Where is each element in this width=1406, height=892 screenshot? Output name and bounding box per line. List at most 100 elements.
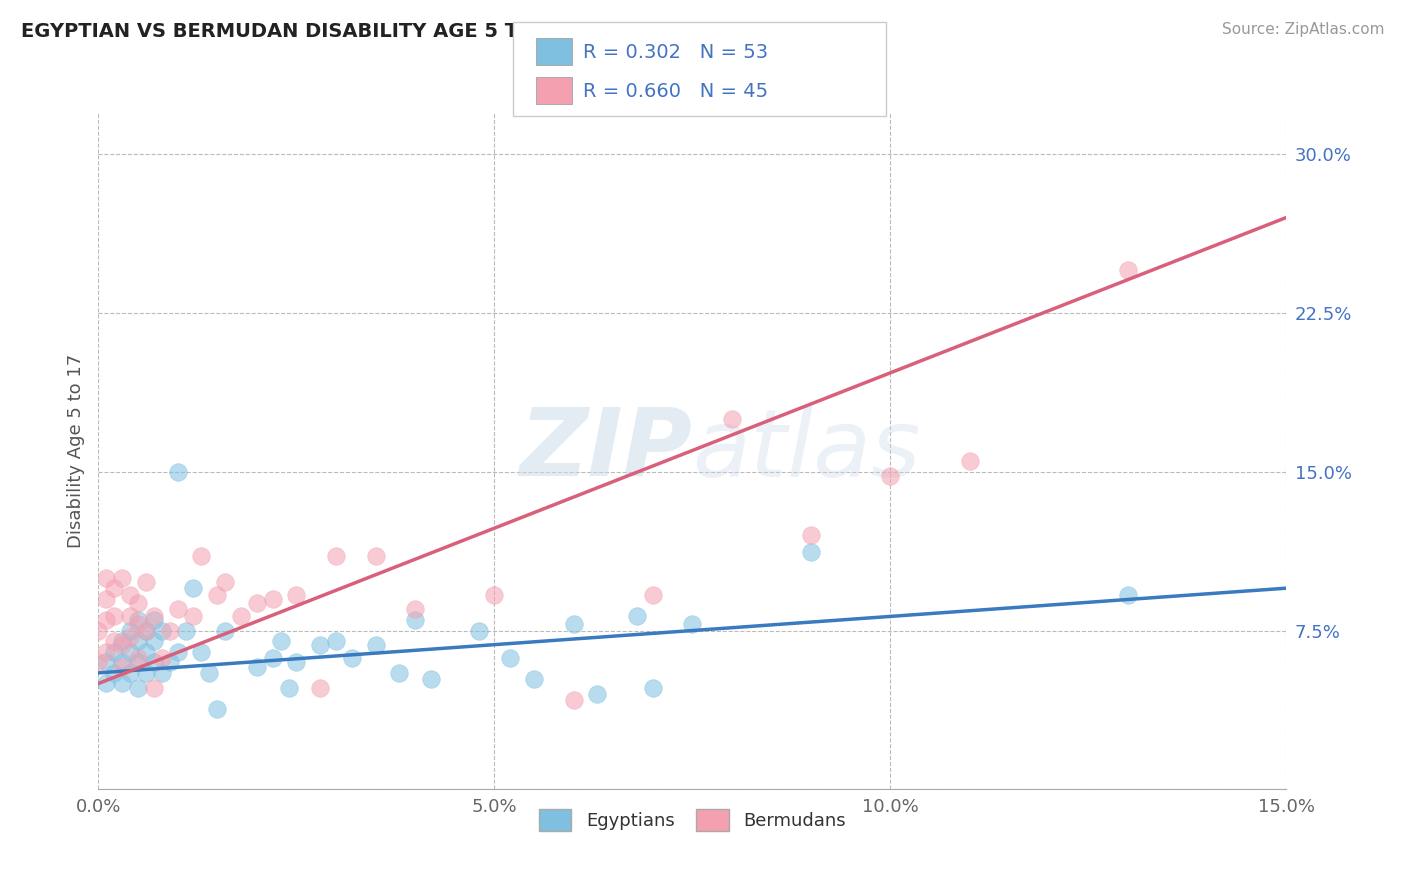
Point [626,608,648,623]
Point [562,693,585,707]
Point [246,596,269,610]
Point [499,651,522,665]
Point [262,651,284,665]
Point [641,588,664,602]
Point [183,581,205,595]
Point [103,608,125,623]
Point [190,645,212,659]
Point [277,681,299,695]
Point [142,681,165,695]
Point [586,687,609,701]
Point [120,645,142,659]
Point [111,571,134,585]
Point [120,630,142,644]
Point [959,454,981,468]
Point [127,681,149,695]
Point [484,588,506,602]
Point [96,591,118,606]
Point [150,665,173,680]
Point [96,676,118,690]
Point [96,571,118,585]
Point [246,659,269,673]
Point [120,665,142,680]
Point [325,549,347,564]
Point [127,655,149,669]
Point [142,655,165,669]
Point [309,681,332,695]
Point [142,634,165,648]
Point [103,634,125,648]
Point [205,588,228,602]
Point [87,624,110,638]
Point [127,613,149,627]
Y-axis label: Disability Age 5 to 17: Disability Age 5 to 17 [66,353,84,548]
Point [120,608,142,623]
Point [800,528,823,542]
Point [166,465,188,479]
Point [103,665,125,680]
Text: R = 0.660   N = 45: R = 0.660 N = 45 [583,81,769,101]
Point [420,673,443,687]
Point [135,645,157,659]
Point [96,645,118,659]
Point [285,588,308,602]
Point [404,613,426,627]
Point [166,602,188,616]
Point [364,549,387,564]
Point [174,624,197,638]
Text: R = 0.302   N = 53: R = 0.302 N = 53 [583,43,769,62]
Point [183,608,205,623]
Point [467,624,489,638]
Point [388,665,411,680]
Text: Source: ZipAtlas.com: Source: ZipAtlas.com [1222,22,1385,37]
Point [111,659,134,673]
Point [285,655,308,669]
Point [214,624,236,638]
Point [270,634,292,648]
Point [127,634,149,648]
Point [721,411,744,425]
Point [135,574,157,589]
Point [150,651,173,665]
Point [96,613,118,627]
Point [150,624,173,638]
Point [135,624,157,638]
Point [159,624,181,638]
Point [111,655,134,669]
Point [111,634,134,648]
Point [340,651,363,665]
Point [96,655,118,669]
Point [262,591,284,606]
Point [1116,263,1139,277]
Point [229,608,252,623]
Text: EGYPTIAN VS BERMUDAN DISABILITY AGE 5 TO 17 CORRELATION CHART: EGYPTIAN VS BERMUDAN DISABILITY AGE 5 TO… [21,22,808,41]
Point [325,634,347,648]
Point [404,602,426,616]
Point [142,613,165,627]
Point [142,608,165,623]
Point [127,617,149,632]
Legend: Egyptians, Bermudans: Egyptians, Bermudans [531,802,853,838]
Text: ZIP: ZIP [520,404,692,497]
Point [127,596,149,610]
Point [641,681,664,695]
Point [879,469,901,483]
Point [309,639,332,653]
Point [111,676,134,690]
Point [135,624,157,638]
Point [103,645,125,659]
Text: atlas: atlas [692,405,921,496]
Point [198,665,221,680]
Point [120,624,142,638]
Point [159,655,181,669]
Point [87,655,110,669]
Point [1116,588,1139,602]
Point [364,639,387,653]
Point [205,702,228,716]
Point [800,545,823,559]
Point [166,645,188,659]
Point [214,574,236,589]
Point [127,651,149,665]
Point [135,665,157,680]
Point [562,617,585,632]
